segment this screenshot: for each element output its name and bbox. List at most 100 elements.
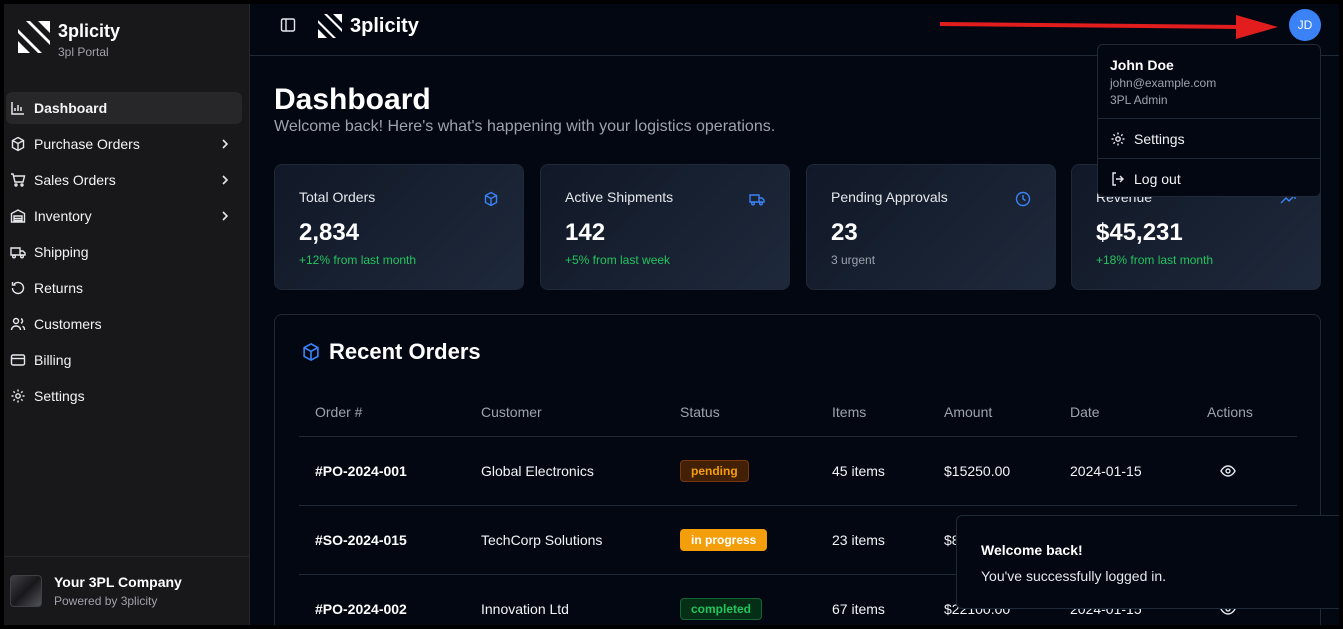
recent-orders-title: Recent Orders	[301, 339, 481, 365]
sidebar-item-label: Customers	[34, 316, 102, 332]
sidebar-item-customers[interactable]: Customers	[6, 308, 242, 340]
users-icon	[10, 317, 26, 331]
sidebar-item-settings[interactable]: Settings	[6, 380, 242, 412]
user-info: John Doe john@example.com 3PL Admin	[1098, 45, 1320, 119]
sidebar-item-label: Settings	[34, 388, 85, 404]
powered-by: Powered by 3plicity	[54, 594, 158, 608]
column-header-customer[interactable]: Customer	[481, 403, 542, 420]
sidebar-item-sales-orders[interactable]: Sales Orders	[6, 164, 242, 196]
order-items: 67 items	[832, 601, 885, 617]
stat-card-pending-approvals: Pending Approvals 23 3 urgent	[806, 164, 1056, 290]
sidebar-item-returns[interactable]: Returns	[6, 272, 242, 304]
column-header-actions: Actions	[1207, 403, 1253, 420]
sidebar-item-label: Inventory	[34, 208, 92, 224]
sidebar: 3plicity 3pl Portal Dashboard Purchase O…	[4, 4, 250, 625]
company-switcher[interactable]: Your 3PL Company Powered by 3plicity	[4, 556, 250, 625]
sidebar-toggle-icon[interactable]	[280, 17, 296, 33]
order-amount: $8	[944, 532, 960, 548]
stat-value: 2,834	[299, 219, 360, 246]
package-icon	[484, 191, 498, 207]
orders-table: Order # Customer Status Items Amount Dat…	[299, 387, 1297, 625]
stat-value: 23	[831, 219, 858, 246]
page-title: Dashboard	[274, 83, 431, 116]
sidebar-item-billing[interactable]: Billing	[6, 344, 242, 376]
order-id: #PO-2024-002	[315, 601, 407, 617]
app-window: 3plicity 3pl Portal Dashboard Purchase O…	[4, 4, 1339, 625]
table-row[interactable]: #SO-2024-015 TechCorp Solutions in progr…	[299, 506, 1297, 575]
page-header: Dashboard Welcome back! Here's what's ha…	[274, 84, 775, 136]
menu-item-label: Log out	[1134, 171, 1181, 187]
annotation-arrow-icon	[940, 15, 1278, 39]
column-header-date[interactable]: Date	[1070, 403, 1100, 420]
stat-label: Active Shipments	[565, 189, 674, 205]
status-badge: pending	[680, 460, 749, 482]
toast-notification[interactable]: Welcome back! You've successfully logged…	[956, 515, 1339, 609]
sidebar-nav: Dashboard Purchase Orders Sales Orders I…	[4, 92, 250, 416]
toast-title: Welcome back!	[981, 542, 1083, 558]
status-badge: in progress	[680, 529, 768, 551]
company-logo	[10, 575, 42, 607]
eye-icon[interactable]	[1220, 463, 1236, 479]
chevron-right-icon	[222, 139, 229, 149]
menu-item-label: Settings	[1134, 130, 1185, 147]
warehouse-icon	[10, 209, 26, 223]
sidebar-item-label: Dashboard	[34, 100, 108, 116]
sidebar-brand[interactable]: 3plicity 3pl Portal	[18, 21, 120, 59]
order-id: #PO-2024-001	[315, 463, 407, 479]
order-items: 23 items	[832, 532, 885, 548]
cart-icon	[11, 173, 26, 187]
header-brand-name: 3plicity	[350, 14, 419, 37]
stat-note: +18% from last month	[1096, 253, 1214, 267]
status-badge: completed	[680, 598, 763, 620]
package-icon	[303, 342, 319, 362]
order-id: #SO-2024-015	[315, 532, 407, 548]
order-items: 45 items	[832, 463, 885, 479]
header-brand[interactable]: 3plicity	[318, 14, 419, 38]
stat-card-active-shipments: Active Shipments 142 +5% from last week	[540, 164, 790, 290]
sidebar-item-purchase-orders[interactable]: Purchase Orders	[6, 128, 242, 160]
column-header-amount[interactable]: Amount	[944, 403, 993, 420]
credit-card-icon	[10, 354, 26, 366]
company-name: Your 3PL Company	[54, 574, 182, 590]
logo-icon	[18, 21, 50, 53]
order-amount: $15250.00	[944, 463, 1011, 479]
stat-card-total-orders: Total Orders 2,834 +12% from last month	[274, 164, 524, 290]
section-title: Recent Orders	[329, 339, 481, 364]
menu-item-logout[interactable]: Log out	[1098, 159, 1320, 199]
menu-item-settings[interactable]: Settings	[1098, 119, 1320, 159]
package-icon	[11, 136, 25, 152]
stat-value: $45,231	[1096, 219, 1183, 246]
logo-icon	[318, 14, 342, 38]
top-header: 3plicity JD	[250, 4, 1339, 56]
gear-icon	[1111, 132, 1125, 145]
toast-message: You've successfully logged in.	[981, 568, 1167, 584]
bar-chart-icon	[11, 102, 24, 115]
table-row[interactable]: #PO-2024-001 Global Electronics pending …	[299, 437, 1297, 506]
stat-label: Pending Approvals	[831, 189, 948, 205]
user-name: John Doe	[1110, 57, 1174, 73]
brand-subtitle: 3pl Portal	[58, 45, 109, 59]
column-header-status[interactable]: Status	[680, 403, 720, 420]
user-role: 3PL Admin	[1110, 93, 1168, 107]
sidebar-item-label: Billing	[34, 352, 72, 368]
sidebar-item-label: Purchase Orders	[34, 136, 140, 152]
column-header-items[interactable]: Items	[832, 403, 867, 420]
chevron-right-icon	[222, 175, 229, 185]
chevron-right-icon	[222, 211, 229, 221]
user-avatar[interactable]: JD	[1289, 9, 1321, 41]
stat-note: +5% from last week	[565, 253, 671, 267]
stat-note: 3 urgent	[831, 253, 876, 267]
truck-icon	[10, 247, 26, 259]
sidebar-item-inventory[interactable]: Inventory	[6, 200, 242, 232]
order-customer: TechCorp Solutions	[481, 532, 603, 548]
sidebar-item-label: Returns	[34, 280, 84, 296]
sidebar-item-dashboard[interactable]: Dashboard	[6, 92, 242, 124]
logout-icon	[1112, 172, 1124, 186]
brand-name: 3plicity	[58, 21, 121, 41]
order-date: 2024-01-15	[1070, 463, 1142, 479]
truck-icon	[749, 194, 765, 206]
sidebar-item-label: Shipping	[34, 244, 89, 260]
stat-value: 142	[565, 219, 606, 246]
sidebar-item-shipping[interactable]: Shipping	[6, 236, 242, 268]
column-header-order[interactable]: Order #	[315, 403, 363, 420]
